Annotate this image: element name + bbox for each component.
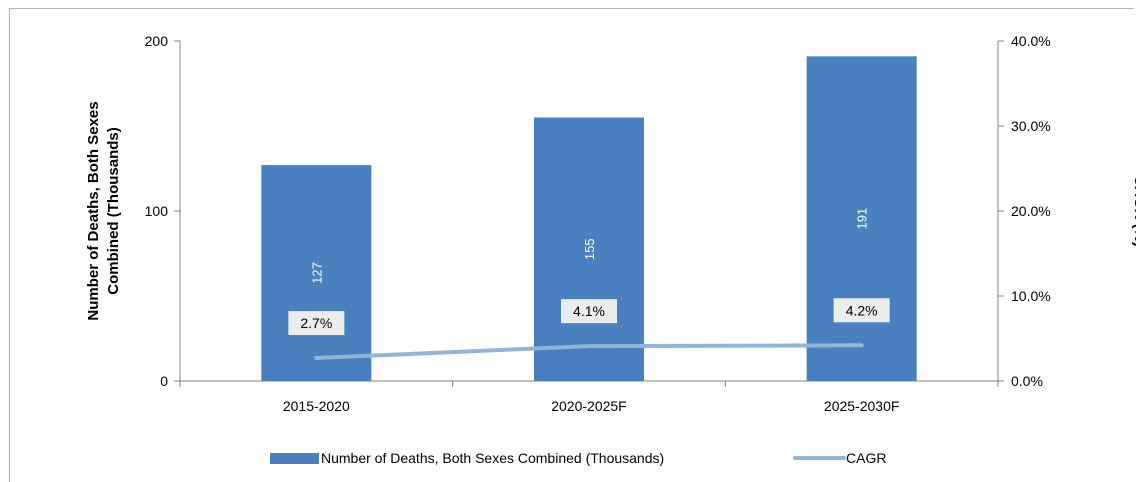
bar-value-label: 191 — [855, 208, 870, 230]
bar-value-label: 155 — [582, 238, 597, 260]
legend-label-cagr: CAGR — [846, 450, 886, 466]
bar — [806, 56, 917, 382]
y-tick-label: 200 — [145, 33, 169, 49]
legend-swatch-bars — [270, 453, 319, 464]
bar-value-label: 127 — [309, 262, 324, 284]
cagr-label-box — [561, 299, 617, 324]
y-axis-title: Number of Deaths, Both Sexes Combined (Th… — [85, 101, 122, 320]
cagr-label-box — [833, 298, 890, 323]
y2-tick-label: 20.0% — [1011, 203, 1051, 219]
y2-tick-label: 40.0% — [1011, 33, 1051, 49]
bar — [534, 117, 644, 381]
y-axis-title-line: Combined (Thousands) — [105, 127, 122, 295]
cagr-value-label: 4.1% — [573, 303, 605, 319]
x-tick-label: 2015-2020 — [283, 398, 350, 414]
cagr-value-label: 4.2% — [846, 302, 878, 318]
y2-axis-title: CAGR (%) — [1131, 175, 1136, 247]
cagr-line — [314, 343, 864, 361]
y-tick-label: 100 — [145, 203, 169, 219]
y2-tick-label: 0.0% — [1011, 373, 1043, 389]
legend-label-bars: Number of Deaths, Both Sexes Combined (T… — [321, 450, 664, 466]
bar — [261, 165, 372, 381]
cagr-value-label: 2.7% — [300, 315, 332, 331]
cagr-label-box — [288, 311, 345, 336]
x-tick-label: 2020-2025F — [551, 398, 627, 414]
chart-frame — [9, 8, 1134, 482]
y2-tick-label: 30.0% — [1011, 118, 1051, 134]
x-tick-label: 2025-2030F — [824, 398, 900, 414]
y-tick-label: 0 — [160, 373, 168, 389]
y2-tick-label: 10.0% — [1011, 288, 1051, 304]
y-axis-title-line: Number of Deaths, Both Sexes — [85, 101, 102, 320]
